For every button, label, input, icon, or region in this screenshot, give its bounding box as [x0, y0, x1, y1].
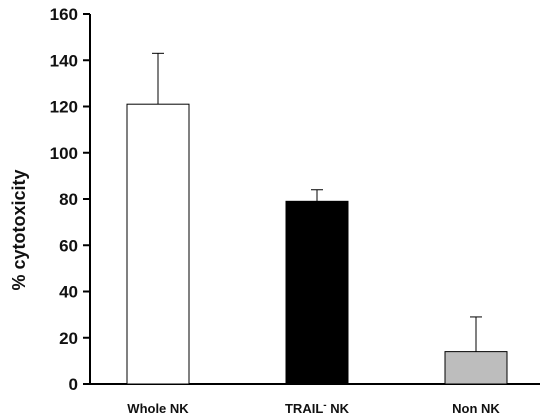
bar	[126, 103, 190, 385]
y-tick-label: 140	[50, 51, 78, 70]
y-axis-label: % cytotoxicity	[9, 169, 29, 290]
y-tick-label: 40	[59, 283, 78, 302]
y-ticks: 0 20 40 60 80 100 120 140 160	[50, 5, 90, 394]
y-tick-label: 100	[50, 144, 78, 163]
x-category-label: Whole NK	[127, 401, 189, 416]
bar	[285, 200, 349, 385]
y-tick-label: 160	[50, 5, 78, 24]
y-tick-label: 20	[59, 329, 78, 348]
x-category-label: TRAIL- NK	[285, 400, 350, 416]
x-category-label: Non NK	[452, 401, 500, 416]
y-tick-label: 80	[59, 190, 78, 209]
bar	[444, 351, 508, 385]
bars	[126, 52, 508, 385]
y-tick-label: 120	[50, 98, 78, 117]
y-tick-label: 0	[69, 375, 78, 394]
y-tick-label: 60	[59, 236, 78, 255]
x-category-labels: Whole NK TRAIL- NK Non NK	[127, 400, 500, 416]
